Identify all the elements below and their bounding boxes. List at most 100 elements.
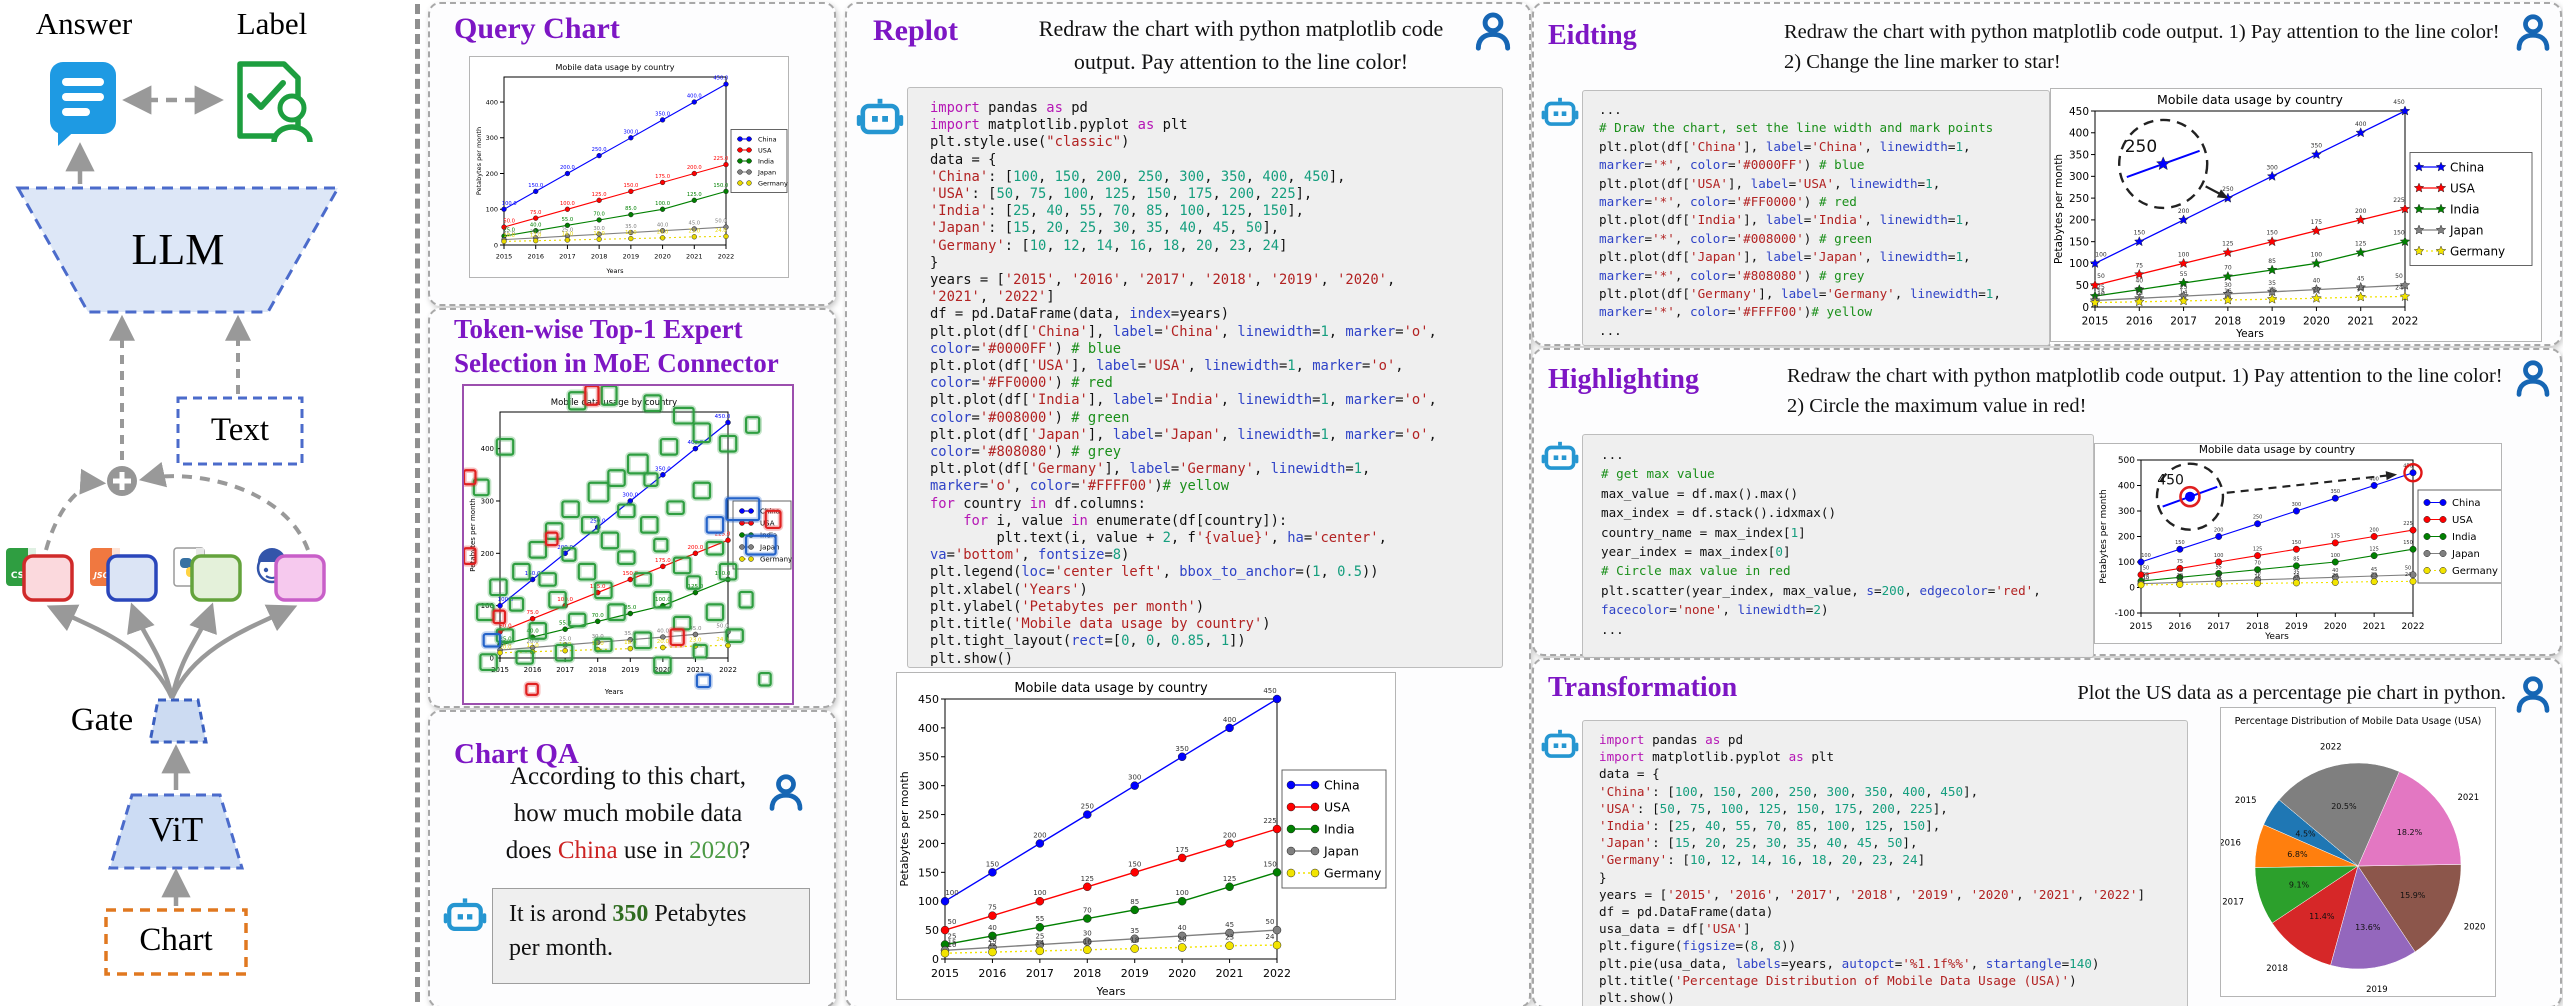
svg-text:350: 350	[2331, 489, 2341, 495]
svg-text:Mobile data usage by country: Mobile data usage by country	[2157, 92, 2344, 107]
chart-input-box	[104, 908, 248, 976]
svg-text:100.0: 100.0	[655, 597, 671, 603]
svg-text:18: 18	[1130, 937, 1139, 945]
svg-text:150: 150	[2069, 236, 2089, 248]
svg-text:250: 250	[918, 809, 939, 822]
svg-text:450: 450	[918, 693, 939, 706]
highlighting-instruction: Redraw the chart with python matplotlib …	[1787, 365, 2503, 417]
svg-text:300.0: 300.0	[622, 493, 638, 499]
svg-text:250: 250	[1081, 803, 1094, 811]
svg-text:20.0: 20.0	[530, 230, 542, 236]
svg-text:2021: 2021	[2458, 793, 2480, 803]
svg-text:125: 125	[2369, 546, 2379, 552]
svg-text:450: 450	[2069, 106, 2089, 118]
svg-text:35: 35	[2293, 569, 2299, 575]
svg-text:55: 55	[1035, 915, 1044, 923]
svg-text:225: 225	[1263, 817, 1276, 825]
svg-text:50: 50	[948, 918, 957, 926]
svg-text:2017: 2017	[556, 666, 574, 674]
svg-text:2020: 2020	[2303, 316, 2330, 328]
svg-text:25: 25	[2097, 284, 2105, 291]
svg-text:24.0: 24.0	[715, 228, 727, 234]
editing-instruction: Redraw the chart with python matplotlib …	[1784, 21, 2500, 73]
svg-text:150.0: 150.0	[623, 183, 638, 189]
svg-text:70: 70	[2254, 561, 2260, 567]
svg-text:50: 50	[2076, 280, 2089, 292]
svg-text:20: 20	[2135, 286, 2143, 293]
svg-text:150.0: 150.0	[715, 571, 731, 577]
chart-qa-panel: Chart QA According to this chart, how muc…	[428, 710, 836, 1006]
svg-text:2016: 2016	[527, 253, 544, 261]
svg-text:300: 300	[2069, 171, 2089, 183]
svg-text:30.0: 30.0	[593, 226, 605, 232]
qa-question-text: According to this chart, how much mobile …	[505, 763, 751, 864]
svg-text:55: 55	[2180, 271, 2188, 278]
svg-text:125.0: 125.0	[687, 192, 702, 198]
svg-text:13.6%: 13.6%	[2355, 923, 2381, 932]
svg-text:300: 300	[918, 780, 939, 793]
svg-text:23.0: 23.0	[689, 228, 701, 234]
svg-text:15.9%: 15.9%	[2400, 891, 2426, 900]
svg-text:100: 100	[1033, 889, 1046, 897]
llm-label: LLM	[131, 225, 225, 274]
svg-text:2018: 2018	[2214, 316, 2241, 328]
svg-text:50: 50	[2143, 566, 2149, 572]
svg-text:40.0: 40.0	[657, 629, 670, 635]
svg-text:350.0: 350.0	[655, 466, 671, 472]
svg-text:225.0: 225.0	[713, 156, 728, 162]
svg-text:200: 200	[1223, 831, 1236, 839]
svg-text:70.0: 70.0	[593, 212, 605, 218]
svg-text:2016: 2016	[524, 666, 542, 674]
svg-text:100: 100	[1175, 889, 1188, 897]
svg-text:70.0: 70.0	[592, 613, 605, 619]
svg-text:250: 250	[2125, 137, 2157, 157]
svg-text:2018: 2018	[591, 253, 608, 261]
svg-text:12: 12	[2135, 290, 2143, 297]
replot-instruction: Redraw the chart with python matplotlib …	[1038, 16, 1444, 74]
svg-text:25: 25	[948, 933, 957, 941]
svg-text:350: 350	[2311, 143, 2323, 150]
svg-text:20.5%: 20.5%	[2331, 802, 2357, 811]
replot-output-figure: 0 50 100 150 200 250 300 350 400 450 2015 2016 2017 2…	[896, 672, 1396, 1000]
svg-text:50: 50	[1266, 918, 1275, 926]
highlighting-code-block: ... # get max value max_value = df.max()…	[1582, 434, 2094, 658]
svg-text:30: 30	[1083, 930, 1092, 938]
gate-trapezoid	[148, 698, 208, 744]
transformation-code-block: import pandas as pd import matplotlib.py…	[1582, 720, 2188, 1006]
svg-text:200: 200	[2355, 208, 2367, 215]
svg-text:30: 30	[2224, 282, 2232, 289]
expert-box-python	[190, 554, 242, 602]
svg-text:350: 350	[918, 751, 939, 764]
svg-text:-100: -100	[2115, 609, 2136, 619]
svg-text:15: 15	[948, 938, 957, 946]
svg-text:150: 150	[2292, 540, 2302, 546]
svg-text:Years: Years	[604, 688, 624, 696]
query-chart-panel: Query Chart 0 100 200 300 400 2015 2016 2017 201…	[428, 2, 836, 306]
panel-title-transformation: Transformation	[1548, 672, 1738, 703]
svg-text:India: India	[2450, 202, 2479, 216]
editing-output-figure: 0 50 100 150 200 250 300 350 400 450 2015 2016 2017 2…	[2050, 88, 2542, 342]
svg-text:2018: 2018	[1073, 967, 1101, 980]
editing-code-block: ... # Draw the chart, set the line width…	[1582, 90, 2050, 346]
svg-text:2017: 2017	[559, 253, 576, 261]
svg-text:2016: 2016	[2168, 622, 2191, 632]
text-box	[176, 396, 304, 466]
label-label: Label	[236, 6, 308, 41]
svg-text:300: 300	[481, 497, 494, 505]
svg-text:2015: 2015	[2235, 796, 2257, 806]
user-icon	[765, 772, 807, 814]
svg-text:Mobile data usage by country: Mobile data usage by country	[1014, 681, 1208, 696]
svg-text:125.0: 125.0	[590, 584, 606, 590]
svg-text:25: 25	[1035, 933, 1044, 941]
svg-text:40.0: 40.0	[657, 222, 669, 228]
svg-text:2015: 2015	[491, 666, 509, 674]
svg-text:45: 45	[1225, 921, 1234, 929]
svg-text:45: 45	[2357, 275, 2365, 282]
svg-text:20.0: 20.0	[657, 230, 669, 236]
svg-text:150: 150	[2393, 230, 2405, 237]
svg-text:Years: Years	[2235, 328, 2264, 340]
vit-label: ViT	[148, 810, 204, 849]
svg-text:200.0: 200.0	[688, 545, 704, 551]
svg-text:100: 100	[2214, 553, 2224, 559]
svg-text:400: 400	[2069, 128, 2089, 140]
